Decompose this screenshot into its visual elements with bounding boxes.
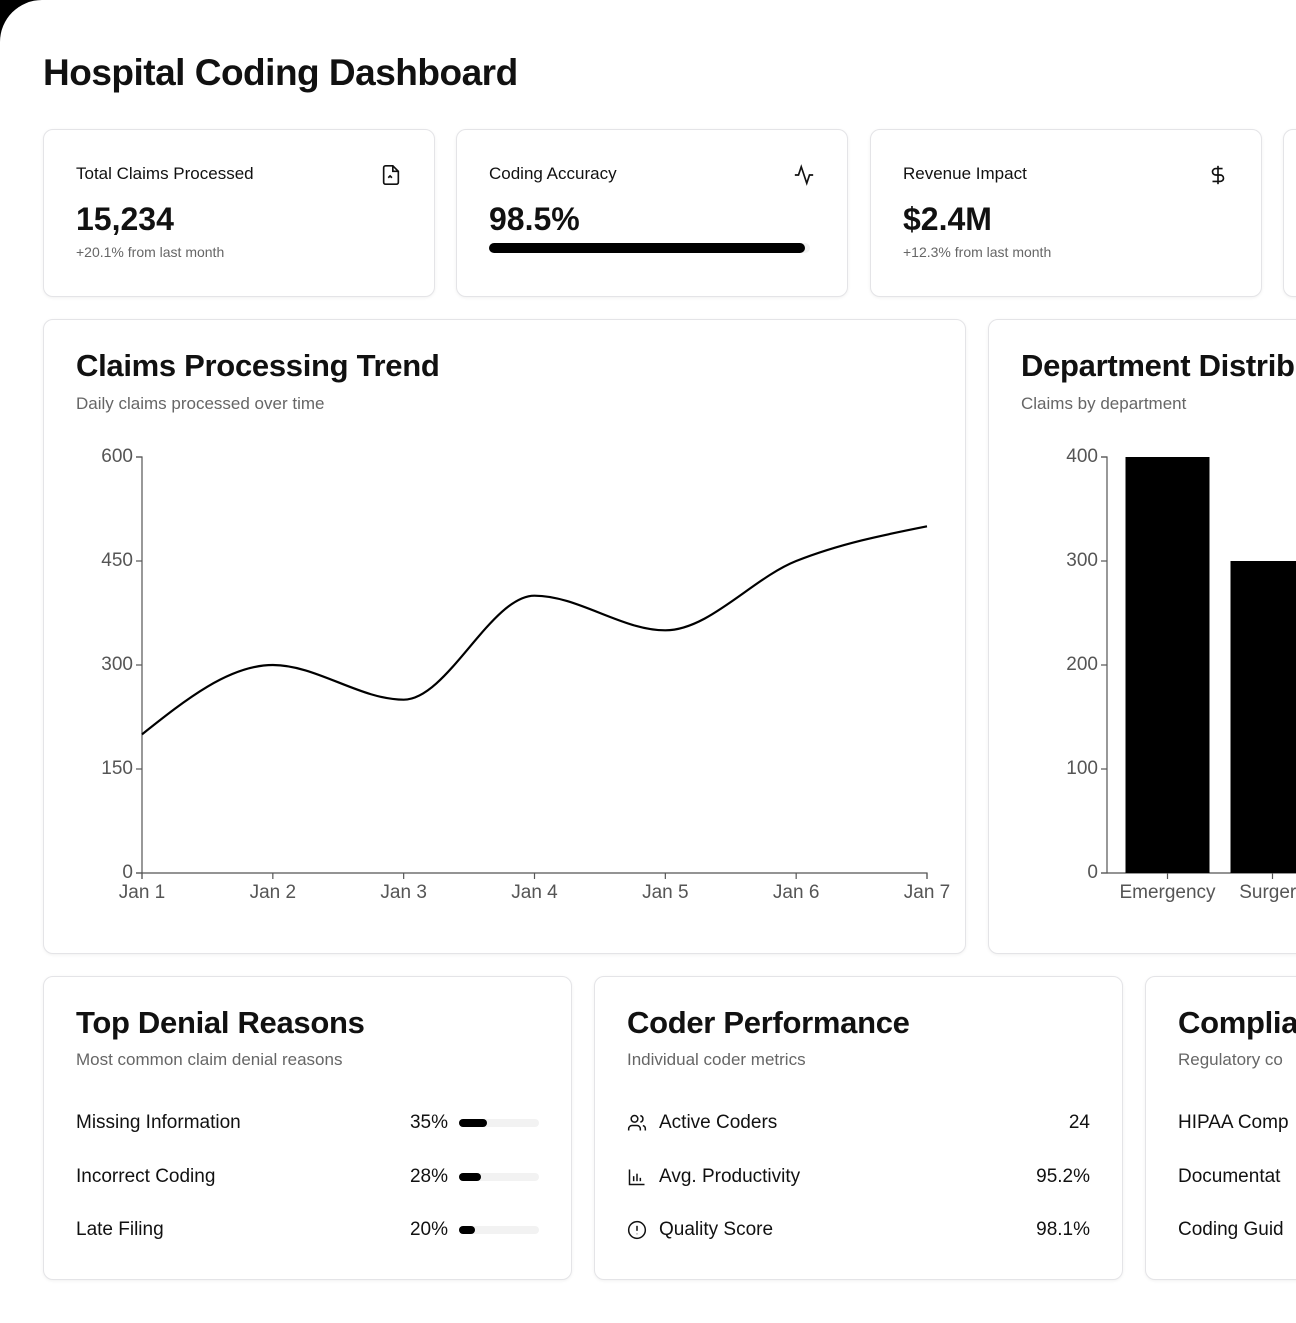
x-tick-label: Jan 1	[119, 882, 165, 903]
y-tick-label: 0	[122, 862, 133, 883]
stat-label: Total Claims Processed	[76, 164, 254, 183]
denial-percent: 35%	[409, 1112, 448, 1133]
stat-value: 15,234	[76, 201, 174, 237]
chart-title: Claims Processing Trend	[76, 348, 440, 383]
coder-label: Quality Score	[659, 1219, 774, 1240]
denial-bar	[459, 1119, 487, 1127]
dollar-icon	[1211, 165, 1225, 185]
denial-track	[459, 1173, 539, 1181]
stat-card	[870, 129, 1262, 297]
stat-value: $2.4M	[903, 201, 992, 237]
compliance-label: Coding Guid	[1178, 1219, 1284, 1240]
coder-value: 24	[1068, 1112, 1090, 1133]
file-icon	[382, 165, 400, 185]
stat-label: Revenue Impact	[903, 164, 1027, 183]
y-tick-label: 150	[101, 758, 133, 779]
stat-card	[43, 129, 435, 297]
denial-track	[459, 1226, 539, 1234]
y-tick-label: 0	[1087, 862, 1098, 883]
bar	[1230, 561, 1296, 873]
denial-label: Incorrect Coding	[76, 1166, 216, 1187]
activity-icon	[794, 164, 814, 186]
stat-value: 98.5%	[489, 201, 580, 237]
denial-bar	[459, 1226, 475, 1234]
x-tick-label: Jan 6	[773, 882, 819, 903]
trend-line	[141, 525, 928, 736]
chart-icon	[628, 1169, 645, 1186]
compliance-label: HIPAA Comp	[1178, 1112, 1289, 1133]
card-title: Coder Performance	[627, 1005, 910, 1040]
card-subtitle: Most common claim denial reasons	[76, 1050, 343, 1069]
denial-percent: 28%	[409, 1166, 448, 1187]
y-tick-label: 600	[101, 446, 133, 467]
x-tick-label: Jan 5	[642, 882, 688, 903]
bar	[1125, 457, 1210, 873]
x-tick-label: Jan 3	[380, 882, 426, 903]
x-tick-label: Surgery	[1239, 882, 1296, 903]
chart-subtitle: Daily claims processed over time	[76, 394, 325, 413]
compliance-card	[1145, 976, 1296, 1280]
chart-card	[43, 319, 966, 954]
stat-note: +12.3% from last month	[903, 244, 1052, 260]
progress-fill	[489, 243, 806, 253]
coder-label: Active Coders	[659, 1112, 778, 1133]
x-tick-label: Jan 2	[250, 882, 296, 903]
y-tick-label: 450	[101, 550, 133, 571]
chart-title: Department Distrib	[1021, 348, 1295, 383]
stat-note: +20.1% from last month	[76, 244, 225, 260]
denial-track	[459, 1119, 539, 1127]
coder-value: 95.2%	[1036, 1166, 1090, 1187]
denial-label: Missing Information	[76, 1112, 241, 1133]
stat-card	[1283, 129, 1296, 297]
x-tick-label: Jan 4	[511, 882, 558, 903]
stat-label: Coding Accuracy	[489, 164, 617, 183]
page-title: Hospital Coding Dashboard	[43, 52, 518, 93]
coder-label: Avg. Productivity	[659, 1166, 801, 1187]
x-tick-label: Jan 7	[904, 882, 950, 903]
chart-subtitle: Claims by department	[1021, 394, 1187, 413]
y-tick-label: 100	[1066, 758, 1098, 779]
alert-icon	[627, 1220, 647, 1240]
card-title: Top Denial Reasons	[76, 1005, 365, 1040]
users-icon	[627, 1114, 647, 1131]
card-title: Complia	[1178, 1005, 1296, 1040]
denial-bar	[459, 1173, 482, 1181]
progress-track	[489, 243, 810, 253]
y-tick-label: 300	[1066, 550, 1098, 571]
compliance-label: Documentat	[1178, 1166, 1281, 1187]
stat-card	[456, 129, 848, 297]
coder-card	[594, 976, 1123, 1280]
y-tick-label: 200	[1066, 654, 1098, 675]
coder-value: 98.1%	[1036, 1219, 1090, 1240]
card-subtitle: Regulatory co	[1178, 1050, 1283, 1069]
denial-percent: 20%	[409, 1219, 448, 1240]
y-tick-label: 300	[101, 654, 133, 675]
card-subtitle: Individual coder metrics	[627, 1050, 806, 1069]
denial-label: Late Filing	[76, 1219, 164, 1240]
y-tick-label: 400	[1066, 446, 1098, 467]
x-tick-label: Emergency	[1119, 882, 1216, 903]
